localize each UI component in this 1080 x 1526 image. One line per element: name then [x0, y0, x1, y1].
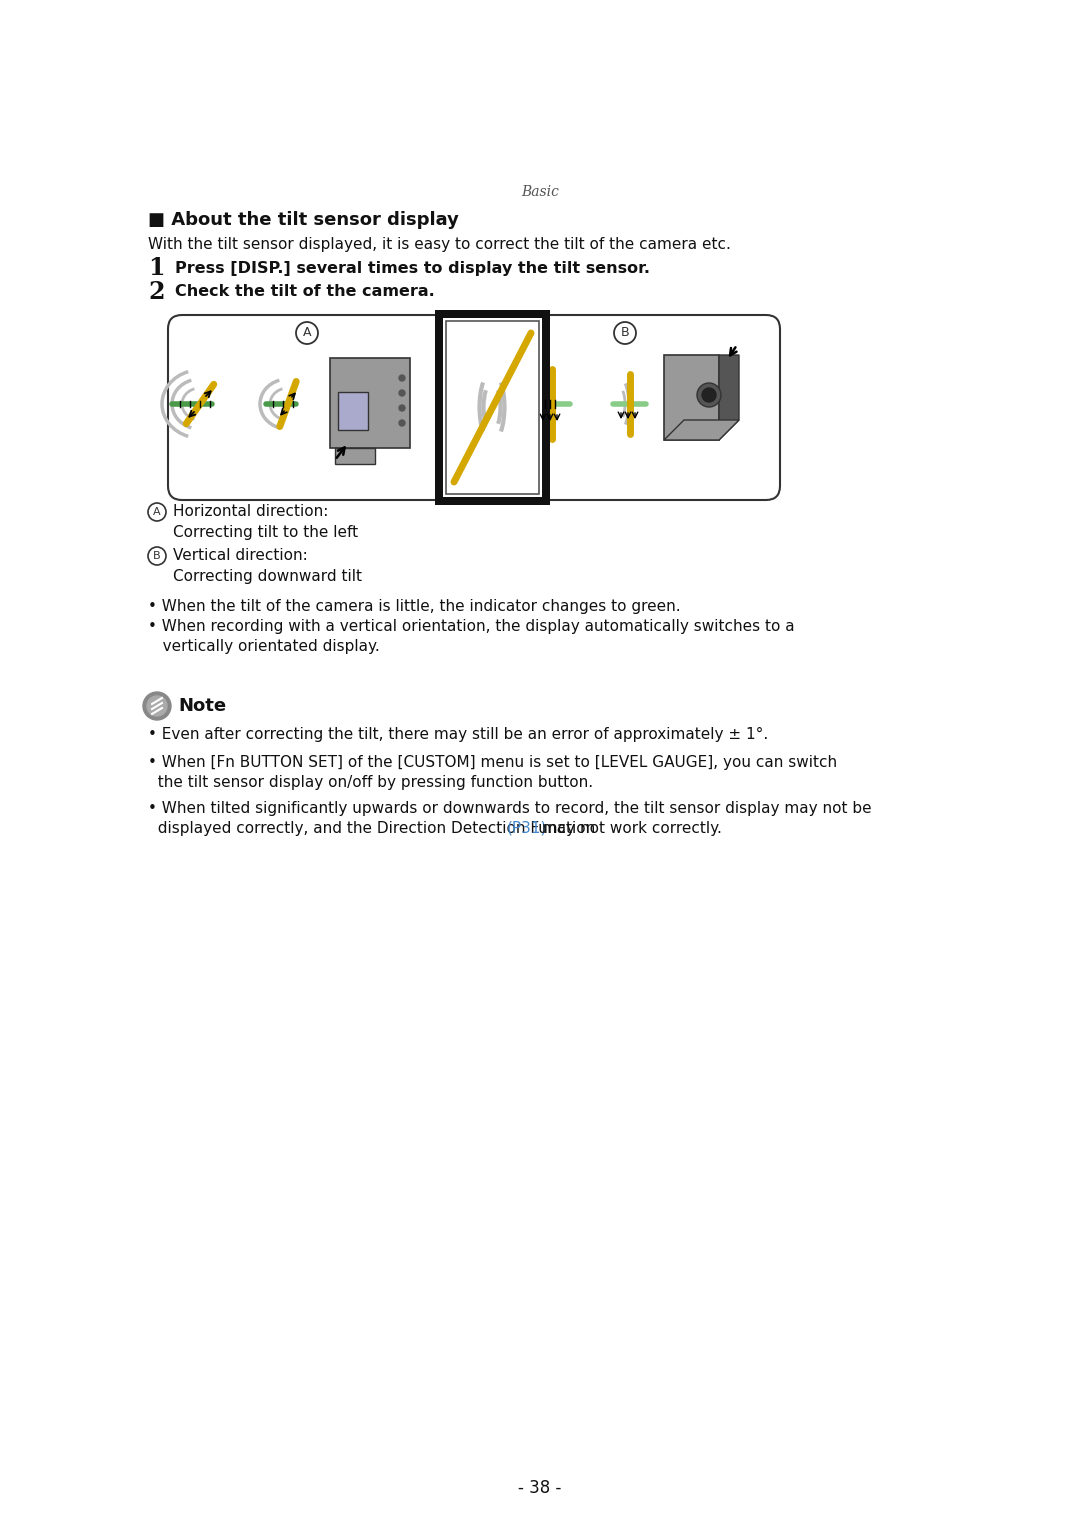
Bar	[446, 320, 539, 494]
Polygon shape	[719, 356, 739, 439]
Circle shape	[399, 420, 405, 426]
Text: (P31): (P31)	[507, 821, 548, 836]
Text: Vertical direction:: Vertical direction:	[173, 548, 308, 563]
Text: Press [DISP.] several times to display the tilt sensor.: Press [DISP.] several times to display t…	[175, 261, 650, 276]
Text: Check the tilt of the camera.: Check the tilt of the camera.	[175, 284, 435, 299]
Circle shape	[143, 691, 171, 720]
Text: ■ About the tilt sensor display: ■ About the tilt sensor display	[148, 211, 459, 229]
Circle shape	[399, 391, 405, 397]
Text: the tilt sensor display on/off by pressing function button.: the tilt sensor display on/off by pressi…	[148, 775, 593, 789]
Text: • When the tilt of the camera is little, the indicator changes to green.: • When the tilt of the camera is little,…	[148, 598, 680, 613]
Text: 1: 1	[148, 256, 164, 279]
Text: With the tilt sensor displayed, it is easy to correct the tilt of the camera etc: With the tilt sensor displayed, it is ea…	[148, 237, 731, 252]
Circle shape	[147, 696, 167, 716]
Text: Basic: Basic	[521, 185, 559, 198]
Circle shape	[702, 388, 716, 401]
Text: may not work correctly.: may not work correctly.	[537, 821, 721, 836]
Text: B: B	[621, 327, 630, 339]
Circle shape	[697, 383, 721, 407]
Bar	[664, 356, 719, 439]
Circle shape	[399, 404, 405, 410]
Bar	[335, 449, 375, 464]
Text: Horizontal direction:: Horizontal direction:	[173, 505, 328, 519]
Text: Correcting tilt to the left: Correcting tilt to the left	[173, 525, 359, 540]
Bar	[435, 310, 550, 505]
Text: • When recording with a vertical orientation, the display automatically switches: • When recording with a vertical orienta…	[148, 618, 795, 633]
Text: • When tilted significantly upwards or downwards to record, the tilt sensor disp: • When tilted significantly upwards or d…	[148, 801, 872, 815]
Bar	[443, 317, 542, 497]
FancyBboxPatch shape	[168, 314, 465, 501]
Text: displayed correctly, and the Direction Detection Function: displayed correctly, and the Direction D…	[148, 821, 600, 836]
Polygon shape	[664, 420, 739, 439]
Text: B: B	[153, 551, 161, 562]
Text: A: A	[153, 507, 161, 517]
Text: vertically orientated display.: vertically orientated display.	[148, 638, 380, 653]
Text: Note: Note	[178, 697, 226, 716]
Text: 2: 2	[148, 279, 164, 304]
Text: - 38 -: - 38 -	[518, 1479, 562, 1497]
Text: • When [Fn BUTTON SET] of the [CUSTOM] menu is set to [LEVEL GAUGE], you can swi: • When [Fn BUTTON SET] of the [CUSTOM] m…	[148, 754, 837, 769]
Bar	[330, 359, 410, 449]
Bar	[338, 392, 368, 430]
Text: • Even after correcting the tilt, there may still be an error of approximately ±: • Even after correcting the tilt, there …	[148, 726, 768, 742]
Text: A: A	[302, 327, 311, 339]
Circle shape	[399, 375, 405, 382]
Text: Correcting downward tilt: Correcting downward tilt	[173, 569, 362, 583]
FancyBboxPatch shape	[490, 314, 780, 501]
